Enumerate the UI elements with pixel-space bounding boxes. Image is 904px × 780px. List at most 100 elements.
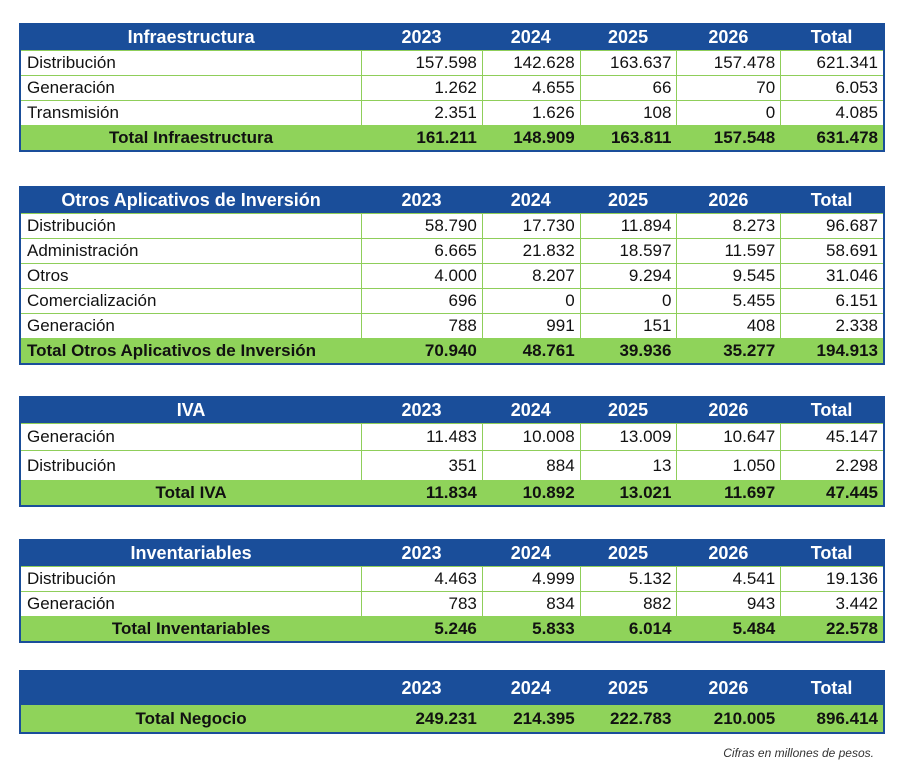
value-cell: 1.626 (481, 101, 580, 125)
value-cell: 157.478 (676, 51, 780, 75)
header-cell: Total (810, 543, 853, 563)
value-cell: 783 (361, 592, 482, 616)
total-value: 48.761 (522, 340, 575, 360)
table-row: Generación 1.262 4.655 66 70 6.053 (21, 75, 883, 100)
value-cell: 142.628 (481, 51, 580, 75)
value-cell: 3.442 (780, 592, 883, 616)
total-value: 194.913 (816, 340, 878, 360)
header-cell: 2025 (608, 27, 649, 47)
header-cell: 2026 (708, 543, 749, 563)
value-cell: 66 (579, 76, 677, 100)
table-row: Administración 6.665 21.832 18.597 11.59… (21, 238, 883, 263)
value-cell: 884 (481, 451, 580, 480)
value-cell: 21.832 (481, 239, 580, 263)
value-cell: 11.483 (361, 424, 482, 450)
value-cell: 151 (579, 314, 677, 338)
value-cell: 8.207 (481, 264, 580, 288)
total-value: 11.697 (724, 482, 776, 502)
row-label: Comercialización (27, 291, 157, 310)
header-cell: 2025 (608, 400, 649, 420)
total-value: 13.021 (619, 482, 672, 502)
total-value: 22.578 (825, 618, 878, 638)
header-cell: Otros Aplicativos de Inversión (61, 190, 321, 210)
table-row: Distribución 351 884 13 1.050 2.298 (21, 450, 883, 480)
table-row: Distribución 58.790 17.730 11.894 8.273 … (21, 213, 883, 238)
value-cell: 9.294 (579, 264, 677, 288)
total-value: 222.783 (610, 708, 672, 728)
value-cell: 882 (579, 592, 677, 616)
header-cell: 2024 (510, 27, 551, 47)
value-cell: 621.341 (780, 51, 883, 75)
value-cell: 6.665 (361, 239, 482, 263)
value-cell: 70 (676, 76, 780, 100)
total-value: 5.484 (732, 618, 776, 638)
value-cell: 2.298 (780, 451, 883, 480)
row-label: Distribución (27, 53, 116, 72)
total-label: Total Inventariables (111, 618, 271, 638)
value-cell: 4.085 (780, 101, 883, 125)
value-cell: 4.000 (361, 264, 482, 288)
value-cell: 4.999 (481, 567, 580, 591)
total-value: 35.277 (723, 340, 776, 360)
total-value: 161.211 (416, 127, 477, 147)
header-cell: 2024 (510, 190, 551, 210)
value-cell: 11.597 (676, 239, 780, 263)
value-cell: 4.463 (361, 567, 482, 591)
table-row: Distribución 157.598 142.628 163.637 157… (21, 50, 883, 75)
header-cell: 2024 (510, 677, 551, 698)
header-cell (21, 672, 361, 704)
total-value: 5.833 (532, 618, 575, 638)
header-cell: Inventariables (130, 543, 252, 563)
table-row: Comercialización 696 0 0 5.455 6.151 (21, 288, 883, 313)
value-cell: 6.053 (780, 76, 883, 100)
row-label: Generación (27, 78, 115, 97)
value-cell: 696 (361, 289, 482, 313)
value-cell: 11.894 (579, 214, 677, 238)
header-cell: 2024 (510, 543, 551, 563)
value-cell: 157.598 (361, 51, 482, 75)
total-label: Total IVA (155, 482, 227, 502)
value-cell: 9.545 (676, 264, 780, 288)
total-label: Total Otros Aplicativos de Inversión (27, 340, 317, 360)
total-value: 5.246 (434, 618, 477, 638)
table-row: Otros 4.000 8.207 9.294 9.545 31.046 (21, 263, 883, 288)
total-value: 157.548 (713, 127, 776, 147)
total-value: 6.014 (628, 618, 672, 638)
header-cell: Total (810, 677, 853, 698)
total-label: Total Negocio (135, 708, 247, 728)
total-label: Total Infraestructura (109, 127, 274, 147)
value-cell: 13 (579, 451, 677, 480)
value-cell: 1.262 (361, 76, 482, 100)
value-cell: 58.790 (361, 214, 482, 238)
header-cell: 2023 (401, 543, 442, 563)
header-row: Otros Aplicativos de Inversión 2023 2024… (21, 188, 883, 213)
header-cell: Total (810, 190, 853, 210)
header-row: 2023 2024 2025 2026 Total (21, 672, 883, 704)
row-label: Distribución (27, 455, 116, 475)
value-cell: 10.008 (481, 424, 580, 450)
value-cell: 4.541 (676, 567, 780, 591)
value-cell: 0 (579, 289, 677, 313)
value-cell: 163.637 (579, 51, 677, 75)
value-cell: 5.132 (579, 567, 677, 591)
header-row: IVA 2023 2024 2025 2026 Total (21, 398, 883, 423)
value-cell: 0 (676, 101, 780, 125)
total-value: 70.940 (424, 340, 477, 360)
total-value: 10.892 (522, 482, 575, 502)
total-value: 47.445 (825, 482, 878, 502)
header-cell: 2023 (401, 190, 442, 210)
total-value: 39.936 (619, 340, 672, 360)
total-row: Total IVA 11.834 10.892 13.021 11.697 47… (21, 480, 883, 505)
value-cell: 408 (676, 314, 780, 338)
header-cell: 2023 (401, 677, 442, 698)
value-cell: 351 (361, 451, 482, 480)
total-value: 214.395 (513, 708, 575, 728)
value-cell: 13.009 (579, 424, 677, 450)
value-cell: 10.647 (676, 424, 780, 450)
header-cell: Infraestructura (127, 27, 255, 47)
table-total-negocio: 2023 2024 2025 2026 Total Total Negocio … (19, 670, 885, 734)
header-cell: IVA (176, 400, 206, 420)
table-row: Generación 783 834 882 943 3.442 (21, 591, 883, 616)
header-cell: 2026 (708, 677, 749, 698)
row-label: Distribución (27, 216, 116, 235)
